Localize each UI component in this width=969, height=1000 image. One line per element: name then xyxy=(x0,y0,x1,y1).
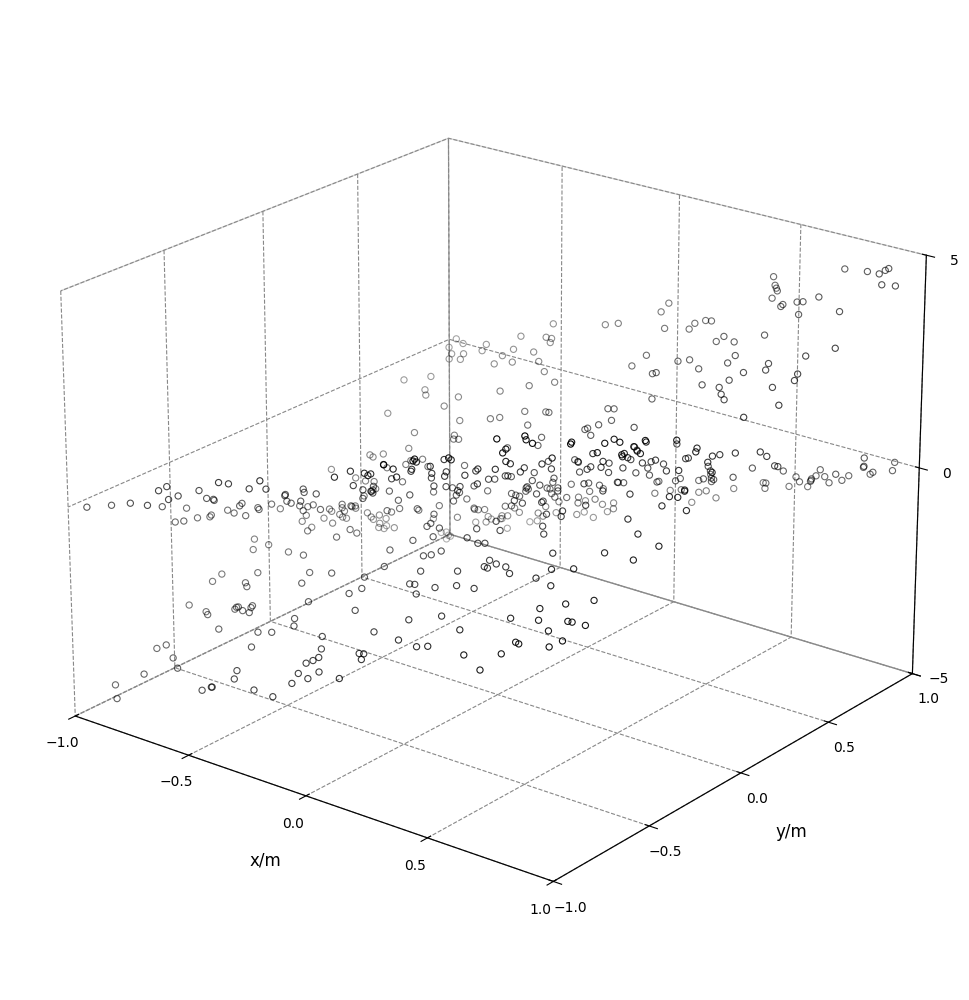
Y-axis label: y/m: y/m xyxy=(775,823,806,841)
X-axis label: x/m: x/m xyxy=(249,852,281,870)
